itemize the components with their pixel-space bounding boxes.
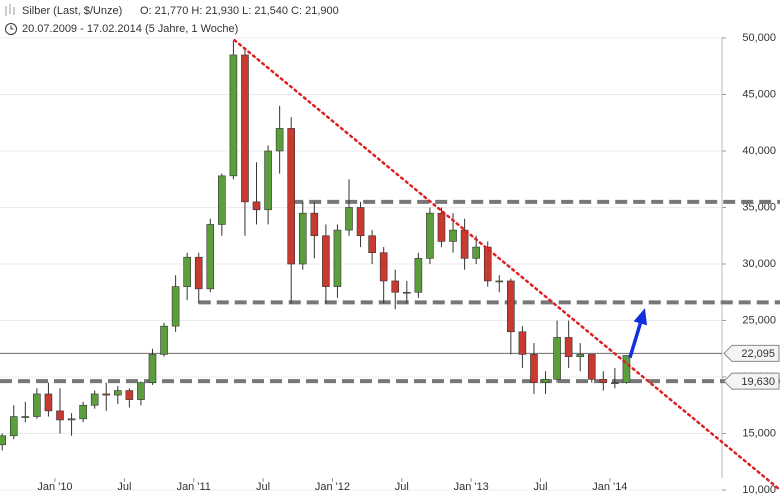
price-tag-label: 22,095 <box>741 348 775 360</box>
candle-body <box>102 393 111 396</box>
candle-body <box>368 235 376 254</box>
x-tick-label: Jul <box>395 481 409 493</box>
candle-body <box>530 354 538 383</box>
arrow-head <box>633 308 648 326</box>
candle-body <box>264 150 272 211</box>
candle-body <box>21 416 30 418</box>
trendline <box>233 39 780 492</box>
candle-body <box>333 229 342 287</box>
candle-body <box>310 212 319 237</box>
period-text: 20.07.2009 - 17.02.2014 (5 Jahre, 1 Woch… <box>22 23 238 35</box>
candle-body <box>114 390 122 396</box>
candle-body <box>252 201 261 211</box>
y-tick-label: 45,000 <box>742 88 776 100</box>
price-tag <box>723 372 780 390</box>
candle-body <box>483 246 492 282</box>
candle-body <box>275 128 284 152</box>
candle-body <box>356 207 365 237</box>
candle-body <box>437 212 446 242</box>
candle-body <box>507 280 515 333</box>
candle-body <box>472 246 480 259</box>
candle-body <box>183 256 191 287</box>
y-tick-label: 15,000 <box>742 427 776 439</box>
candle-body <box>495 280 504 283</box>
candle-body <box>611 382 619 384</box>
candle-body <box>56 410 64 421</box>
candle-body <box>426 212 434 259</box>
candle-body <box>137 382 145 400</box>
candle-body <box>79 404 87 420</box>
candle-body <box>576 354 585 357</box>
candle-body <box>33 393 41 417</box>
candle-body <box>553 337 561 380</box>
price-tag-label: 19,630 <box>741 376 775 388</box>
candle-body <box>206 224 215 290</box>
candle-body <box>391 280 400 293</box>
candle-body <box>322 235 330 287</box>
candle-body <box>171 286 180 327</box>
y-tick-label: 25,000 <box>742 314 776 326</box>
y-tick-label: 10,000 <box>742 484 776 496</box>
candle-body <box>402 291 411 294</box>
y-tick-label: 50,000 <box>742 32 776 44</box>
candle-body <box>414 258 423 293</box>
candle-body <box>67 418 76 421</box>
candle-body <box>449 229 457 242</box>
y-tick-label: 30,000 <box>742 258 776 270</box>
candle-body <box>160 325 168 355</box>
ohlc-text: O: 21,770 H: 21,930 L: 21,540 C: 21,900 <box>140 5 339 17</box>
candle-body <box>345 207 353 231</box>
x-tick-label: Jan '14 <box>592 481 627 493</box>
y-tick-label: 40,000 <box>742 145 776 157</box>
candle-body <box>599 378 608 383</box>
candle-body <box>379 252 388 282</box>
x-tick-label: Jan '12 <box>315 481 350 493</box>
candle-body <box>622 355 631 383</box>
candle-body <box>518 331 527 355</box>
x-tick-label: Jan '11 <box>177 481 211 493</box>
y-tick-label: 35,000 <box>742 201 776 213</box>
x-tick-label: Jul <box>117 481 131 493</box>
candle-body <box>90 393 99 406</box>
candle-body <box>0 435 7 446</box>
candle-body <box>44 393 53 412</box>
candle-body <box>298 212 307 265</box>
header-icon <box>5 4 17 35</box>
candle-body <box>587 354 596 380</box>
x-tick-label: Jul <box>256 481 270 493</box>
candle-body <box>241 54 249 203</box>
candle-body <box>9 416 18 437</box>
candle-body <box>218 175 226 225</box>
candle-body <box>194 256 203 290</box>
candle-body <box>460 229 469 259</box>
candle-body <box>541 378 550 383</box>
x-tick-label: Jan '13 <box>454 481 489 493</box>
arrow-shaft <box>628 322 642 359</box>
x-tick-label: Jul <box>533 481 547 493</box>
chart-title: Silber (Last, $/Unze) <box>22 5 122 17</box>
candle-body <box>148 354 157 383</box>
candle-body <box>125 390 134 400</box>
x-tick-label: Jan '10 <box>37 481 72 493</box>
candle-body <box>229 54 238 177</box>
candle-body <box>287 128 296 265</box>
candle-body <box>564 337 573 357</box>
price-tag <box>723 344 780 362</box>
